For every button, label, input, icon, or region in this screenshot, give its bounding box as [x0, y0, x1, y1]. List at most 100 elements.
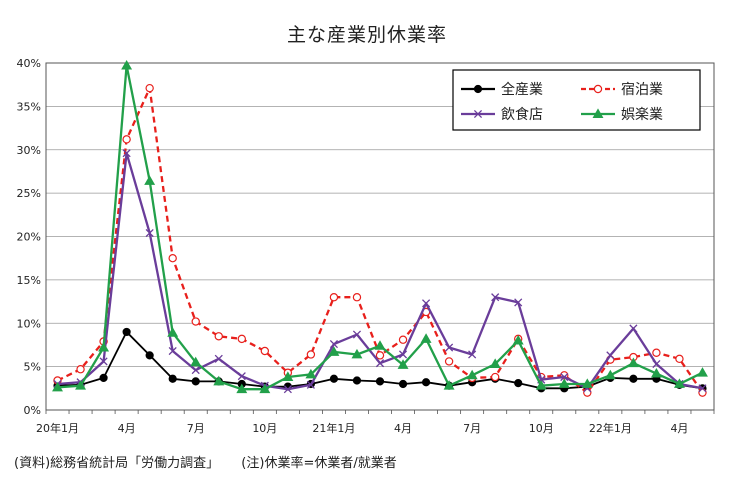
legend-label: 全産業 — [501, 81, 543, 98]
y-tick-label: 10% — [17, 317, 41, 330]
data-point — [236, 383, 248, 394]
data-point — [398, 350, 408, 359]
legend-label: 娯楽業 — [621, 107, 663, 123]
x-tick-label: 4月 — [118, 422, 136, 435]
data-point — [52, 381, 63, 392]
data-point — [443, 380, 455, 390]
data-point — [560, 372, 569, 382]
series-宿泊業 — [53, 83, 707, 397]
data-point — [397, 359, 409, 369]
data-point — [191, 366, 200, 375]
axes: 0% 5% 10% 15% 20% 25% 30% 35% 40% 20年1月 4月 7月 10月 21年… — [17, 57, 715, 435]
data-point — [375, 377, 385, 386]
data-point — [213, 375, 225, 386]
data-point — [168, 253, 177, 263]
data-point — [283, 385, 292, 394]
data-point — [604, 369, 616, 380]
data-point — [675, 354, 684, 364]
y-tick-label: 20% — [17, 231, 41, 244]
data-point — [168, 374, 177, 383]
data-point — [352, 293, 362, 302]
data-point — [259, 383, 271, 394]
legend-marker — [473, 109, 483, 119]
legend-label: 宿泊業 — [621, 81, 663, 98]
x-tick-label: 4月 — [394, 422, 412, 435]
data-point — [398, 335, 408, 344]
data-point — [122, 149, 131, 158]
y-tick-label: 40% — [17, 57, 41, 70]
legend-box — [452, 69, 701, 131]
data-point — [191, 377, 200, 386]
data-point — [329, 293, 339, 302]
data-point — [489, 358, 501, 368]
footnote: (資料)総務省統計局「労働力調査」 (注)休業率=休業者/就業者 — [14, 452, 415, 471]
data-point — [122, 327, 131, 337]
data-point — [490, 372, 500, 382]
data-point — [514, 298, 523, 307]
data-point — [422, 299, 431, 308]
data-point — [168, 346, 177, 356]
data-point — [99, 373, 108, 383]
data-point — [237, 334, 246, 344]
y-tick-label: 35% — [17, 100, 41, 113]
y-tick-label: 0% — [24, 404, 41, 417]
source-note: (資料)総務省統計局「労働力調査」 — [14, 456, 220, 471]
x-tick-label: 20年1月 — [36, 421, 79, 435]
x-tick-label: 10月 — [252, 422, 277, 435]
data-point — [121, 59, 133, 70]
legend-label: 飲食店 — [501, 106, 543, 123]
line-chart: 0% 5% 10% 15% 20% 25% 30% 35% 40% 20年1月 4月 7月 10月 21年… — [17, 57, 715, 435]
data-point — [514, 379, 523, 388]
data-point — [673, 378, 685, 388]
data-point — [652, 359, 661, 369]
x-tick-label: 10月 — [529, 422, 554, 435]
data-point — [558, 378, 570, 388]
data-point — [627, 357, 639, 368]
data-point — [697, 367, 708, 377]
data-point — [214, 332, 223, 341]
data-point — [328, 346, 340, 356]
data-point — [374, 340, 386, 350]
data-point — [144, 175, 156, 185]
data-point — [76, 365, 85, 374]
data-point — [98, 341, 110, 352]
chart-title: 主な産業別休業率 — [286, 24, 447, 46]
data-point — [581, 378, 593, 388]
data-point — [421, 378, 431, 387]
data-point — [491, 293, 500, 302]
data-point — [190, 356, 202, 367]
data-point — [99, 357, 108, 366]
data-point — [237, 372, 246, 381]
data-point — [698, 384, 707, 393]
data-point — [652, 348, 661, 357]
data-point — [260, 346, 270, 356]
data-point — [145, 83, 154, 93]
data-point — [606, 351, 615, 360]
plot-frame — [45, 62, 715, 411]
series-娯楽業 — [52, 59, 708, 394]
definition-note: (注)休業率=休業者/就業者 — [241, 456, 397, 471]
data-point — [535, 380, 547, 390]
data-point — [329, 340, 338, 349]
y-tick-label: 25% — [17, 187, 41, 200]
y-tick-label: 5% — [24, 361, 41, 374]
data-point — [145, 351, 154, 360]
data-point — [375, 359, 385, 368]
data-point — [167, 327, 179, 337]
legend-marker — [592, 108, 604, 118]
data-point — [444, 357, 454, 366]
data-point — [306, 350, 316, 359]
data-point — [191, 317, 200, 326]
data-point — [145, 228, 154, 238]
data-point — [629, 374, 638, 383]
data-point — [122, 135, 131, 144]
legend-marker — [593, 84, 603, 94]
series-lines — [52, 59, 708, 397]
data-point — [650, 367, 662, 378]
data-point — [306, 380, 315, 389]
legend-marker — [473, 84, 483, 94]
x-tick-label: 7月 — [187, 422, 205, 435]
data-point — [420, 333, 432, 343]
data-point — [351, 348, 363, 359]
